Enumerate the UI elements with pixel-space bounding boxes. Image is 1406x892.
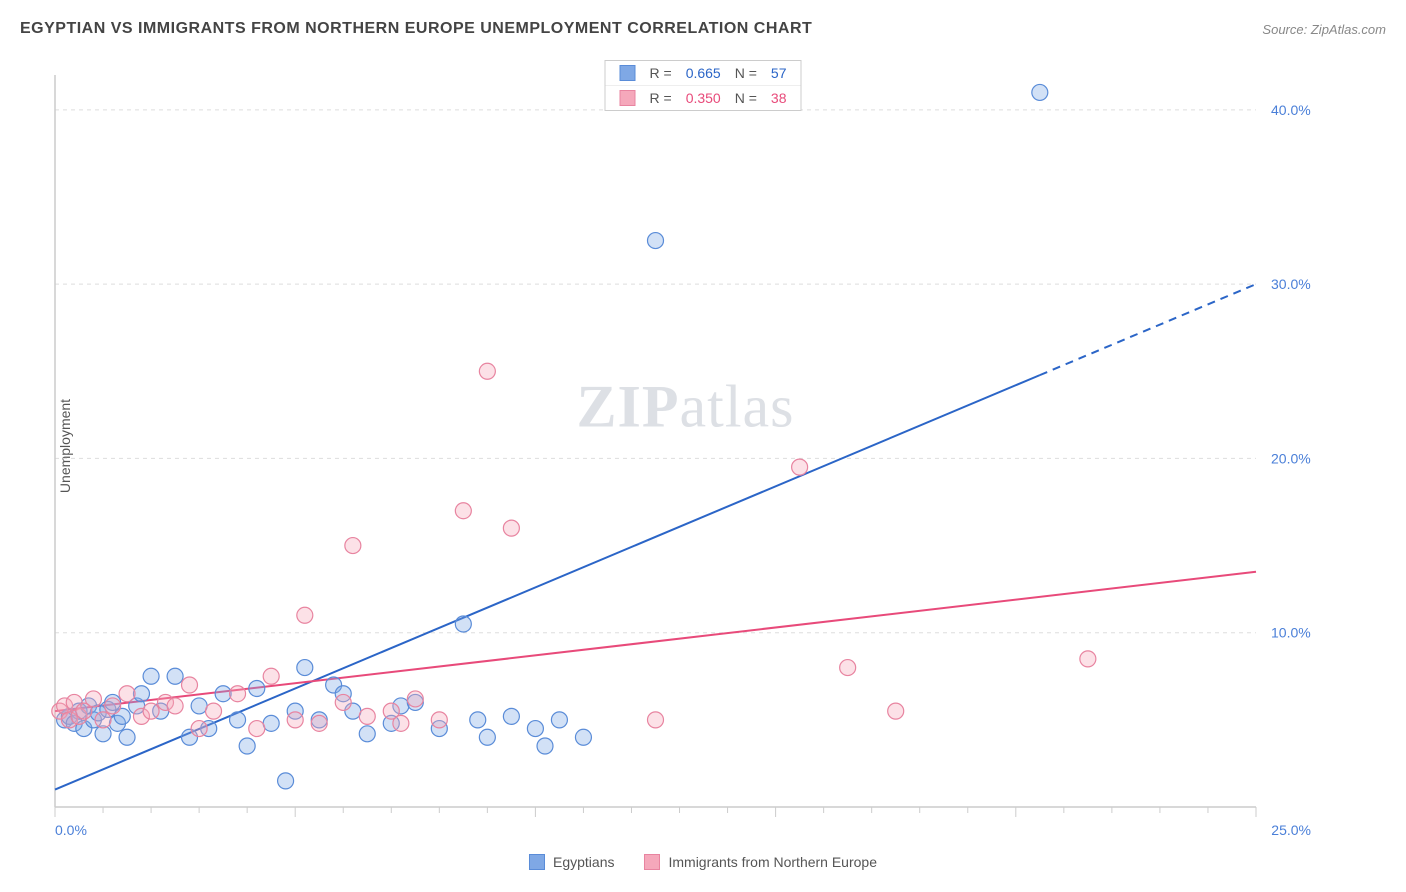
series-legend: Egyptians Immigrants from Northern Europ…	[529, 854, 877, 870]
n-value-series1: 57	[771, 65, 787, 81]
legend-item-series1: Egyptians	[529, 854, 614, 870]
source-attribution: Source: ZipAtlas.com	[1262, 22, 1386, 37]
source-label: Source:	[1262, 22, 1307, 37]
r-value-series1: 0.665	[686, 65, 721, 81]
swatch-series1-icon	[529, 854, 545, 870]
svg-text:0.0%: 0.0%	[55, 822, 87, 837]
correlation-row-series1: R = 0.665 N = 57	[606, 61, 801, 85]
n-label: N =	[735, 90, 757, 106]
legend-item-series2: Immigrants from Northern Europe	[644, 854, 877, 870]
r-label: R =	[650, 65, 672, 81]
svg-text:10.0%: 10.0%	[1271, 625, 1311, 641]
correlation-row-series2: R = 0.350 N = 38	[606, 85, 801, 110]
svg-text:20.0%: 20.0%	[1271, 450, 1311, 466]
legend-label-series2: Immigrants from Northern Europe	[668, 854, 877, 870]
svg-text:40.0%: 40.0%	[1271, 102, 1311, 118]
source-value: ZipAtlas.com	[1311, 22, 1386, 37]
swatch-series2-icon	[644, 854, 660, 870]
scatter-chart-svg: 10.0% 20.0% 30.0% 40.0% 0.0% 25.0%	[45, 55, 1326, 837]
chart-title: EGYPTIAN VS IMMIGRANTS FROM NORTHERN EUR…	[20, 20, 812, 38]
n-label: N =	[735, 65, 757, 81]
r-value-series2: 0.350	[686, 90, 721, 106]
legend-label-series1: Egyptians	[553, 854, 614, 870]
swatch-series2-icon	[620, 90, 636, 106]
r-label: R =	[650, 90, 672, 106]
swatch-series1-icon	[620, 65, 636, 81]
svg-text:25.0%: 25.0%	[1271, 822, 1311, 837]
n-value-series2: 38	[771, 90, 787, 106]
correlation-box: R = 0.665 N = 57 R = 0.350 N = 38	[605, 60, 802, 111]
chart-area: 10.0%20.0%30.0%40.0%0.0%25.0% ZIPatlas	[45, 55, 1326, 837]
svg-text:30.0%: 30.0%	[1271, 276, 1311, 292]
